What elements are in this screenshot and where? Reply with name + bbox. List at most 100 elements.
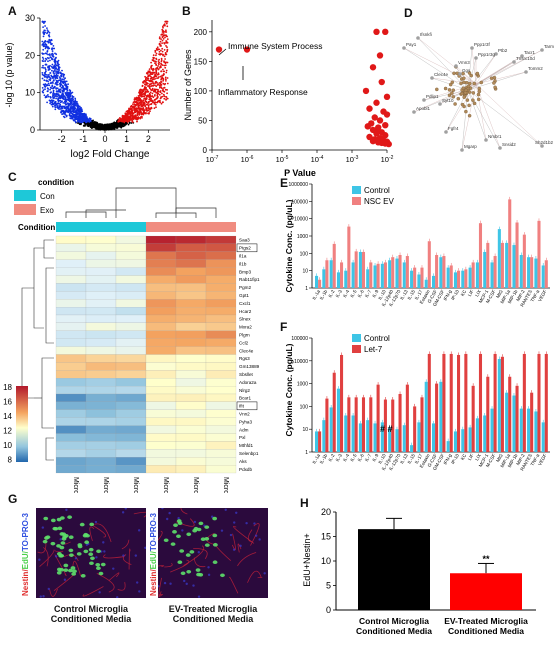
enrichment-point bbox=[362, 87, 370, 95]
heatmap-gene-label: Pyha3 bbox=[239, 419, 252, 424]
volcano-ytick: 0 bbox=[30, 125, 35, 135]
h-ytick: 20 bbox=[321, 507, 331, 517]
volcano-point bbox=[84, 123, 87, 126]
volcano-point bbox=[63, 80, 66, 82]
cytokine-bar bbox=[515, 385, 519, 452]
heatmap-cell bbox=[85, 267, 117, 276]
heatmap-column-label: Microglia-Exo-1 bbox=[222, 477, 229, 493]
volcano-point bbox=[163, 95, 166, 98]
cytokine-bar bbox=[505, 242, 509, 288]
volcano-point bbox=[156, 96, 159, 98]
network-node-core bbox=[471, 91, 476, 95]
network-node-core bbox=[469, 73, 474, 78]
volcano-point bbox=[61, 110, 63, 113]
volcano-point bbox=[48, 75, 50, 78]
cytokine-bar bbox=[515, 222, 519, 288]
volcano-point bbox=[132, 101, 135, 104]
volcano-point bbox=[154, 62, 156, 64]
volcano-point bbox=[83, 113, 85, 116]
volcano-point bbox=[59, 77, 62, 80]
volcano-point bbox=[72, 119, 75, 122]
volcano-point bbox=[45, 80, 48, 82]
volcano-point bbox=[121, 125, 123, 128]
volcano-point bbox=[41, 56, 44, 59]
heatmap-cell bbox=[55, 322, 87, 331]
volcano-ytick: 10 bbox=[25, 88, 35, 98]
network-node-core bbox=[492, 81, 496, 85]
heatmap-cell bbox=[55, 251, 87, 260]
volcano-point bbox=[57, 65, 60, 68]
volcano-point bbox=[158, 37, 161, 40]
heatmap-cell bbox=[55, 449, 87, 458]
volcano-point bbox=[155, 54, 157, 57]
heatmap-cell bbox=[55, 401, 87, 410]
volcano-point bbox=[68, 113, 71, 115]
microscopy-control bbox=[36, 508, 146, 598]
volcano-point bbox=[156, 81, 158, 84]
network-node-label: Sh2d1b2 bbox=[535, 140, 554, 145]
h-category-label: EV-Treated Microglia Conditioned Media bbox=[444, 616, 528, 636]
volcano-point bbox=[127, 123, 130, 126]
heatmap-cell bbox=[85, 449, 117, 458]
cytokine-bar bbox=[483, 251, 487, 288]
volcano-point bbox=[131, 114, 134, 116]
volcano-point bbox=[42, 64, 44, 67]
volcano-point bbox=[163, 64, 166, 67]
cytokine-bar bbox=[366, 269, 370, 288]
heatmap-cell bbox=[115, 291, 147, 300]
network-node bbox=[430, 76, 434, 80]
network-node-label: Tarm1 bbox=[544, 44, 554, 49]
edu-bar-chart: 0 5 10 15 20 ** Control Microglia Conditioned M… bbox=[302, 507, 536, 636]
volcano-point bbox=[161, 92, 163, 95]
heatmap-cell bbox=[115, 393, 147, 402]
volcano-point bbox=[163, 97, 166, 100]
cytokine-bar bbox=[376, 384, 380, 452]
volcano-point bbox=[68, 103, 71, 105]
volcano-point bbox=[58, 66, 61, 69]
cytokine-bar bbox=[369, 262, 373, 288]
volcano-point bbox=[52, 45, 55, 47]
volcano-point bbox=[165, 41, 167, 44]
volcano-point bbox=[155, 58, 158, 61]
volcano-point bbox=[146, 90, 149, 93]
volcano-point bbox=[54, 108, 57, 111]
volcano-point bbox=[145, 77, 147, 80]
volcano-point bbox=[143, 97, 146, 100]
volcano-point bbox=[153, 102, 156, 104]
network-node-core bbox=[467, 113, 472, 118]
cytokine-bar bbox=[380, 422, 384, 452]
volcano-point bbox=[52, 100, 54, 102]
volcano-point bbox=[46, 29, 49, 31]
heatmap-cell bbox=[115, 267, 147, 276]
volcano-point bbox=[78, 113, 81, 116]
cytokine-bar bbox=[464, 269, 468, 288]
heatmap-cell bbox=[175, 457, 207, 466]
volcano-point bbox=[48, 73, 50, 76]
heatmap-cell bbox=[55, 441, 87, 450]
cytokine-bar bbox=[471, 385, 475, 452]
heatmap-gene-label: Pxl bbox=[239, 435, 245, 440]
volcano-point bbox=[158, 48, 161, 51]
volcano-point bbox=[44, 45, 47, 47]
volcano-point bbox=[54, 83, 57, 85]
volcano-point bbox=[154, 94, 156, 96]
network-node-core bbox=[471, 98, 475, 102]
h-significance: ** bbox=[482, 554, 490, 564]
cytokine-bar bbox=[446, 441, 450, 452]
volcano-point bbox=[41, 87, 44, 89]
heatmap-cell bbox=[175, 465, 207, 474]
cytokine-label: IP-10 bbox=[450, 289, 460, 301]
volcano-point bbox=[110, 126, 113, 129]
volcano-point bbox=[55, 87, 58, 90]
heatmap-cell bbox=[205, 267, 237, 276]
volcano-point bbox=[59, 80, 62, 82]
cytokine-bar bbox=[475, 262, 479, 288]
volcano-point bbox=[59, 108, 62, 110]
heatmap-gene-label: Bcar1 bbox=[239, 396, 251, 401]
volcano-point bbox=[53, 93, 56, 95]
volcano-point bbox=[162, 68, 164, 71]
volcano-point bbox=[151, 68, 153, 70]
volcano-point bbox=[96, 126, 99, 129]
cytokine-label: IL-7 bbox=[364, 289, 373, 299]
